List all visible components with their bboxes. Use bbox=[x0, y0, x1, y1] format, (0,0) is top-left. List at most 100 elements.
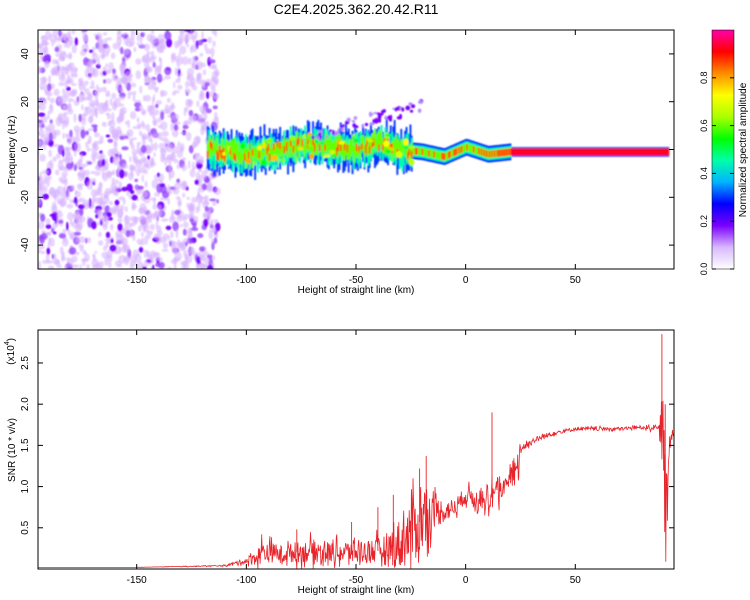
track-cell bbox=[571, 148, 574, 156]
noise-blob bbox=[198, 93, 203, 101]
track-cell bbox=[563, 148, 566, 156]
noise-blob bbox=[190, 44, 198, 53]
noise-blob bbox=[84, 106, 89, 110]
noise-blob bbox=[88, 73, 92, 80]
colorbar-tick-label: 0.6 bbox=[699, 119, 709, 132]
noise-blob bbox=[104, 78, 113, 84]
noise-blob bbox=[58, 30, 62, 37]
noise-blob bbox=[69, 199, 74, 204]
noise-blob bbox=[183, 107, 187, 117]
track-cell bbox=[396, 139, 399, 152]
track-cell bbox=[268, 138, 271, 158]
track-cell bbox=[360, 143, 363, 151]
track-cell bbox=[233, 138, 236, 156]
noise-blob bbox=[90, 80, 95, 88]
noise-blob bbox=[207, 254, 213, 259]
spectrogram-panel: -150 -100 -50 0 50 -40 -20 0 20 40 Height of str… bbox=[7, 29, 675, 296]
track-cell bbox=[360, 135, 363, 149]
colorbar-label: Normalized spectral amplitude bbox=[738, 82, 749, 217]
noise-blob bbox=[56, 212, 64, 218]
track-cell bbox=[652, 148, 655, 156]
track-cell bbox=[410, 151, 413, 159]
track-cell bbox=[492, 150, 495, 158]
track-cell bbox=[209, 137, 212, 159]
track-cell bbox=[651, 148, 654, 156]
noise-blob bbox=[61, 67, 68, 71]
noise-blob bbox=[71, 44, 77, 54]
noise-blob bbox=[191, 84, 198, 91]
noise-blob bbox=[213, 78, 219, 86]
track-cell bbox=[506, 148, 509, 156]
noise-blob bbox=[101, 86, 107, 93]
track-cell bbox=[541, 148, 543, 156]
noise-blob bbox=[164, 66, 172, 76]
track-blob bbox=[229, 140, 236, 147]
noise-blob bbox=[173, 187, 176, 193]
snr-y-label: SNR (10 * v/v) bbox=[7, 418, 18, 482]
noise-blob bbox=[66, 221, 69, 231]
track-cell bbox=[635, 148, 638, 156]
noise-blob bbox=[59, 246, 64, 255]
track-cell bbox=[451, 149, 454, 157]
track-blob bbox=[395, 151, 403, 158]
track-cell bbox=[631, 148, 634, 156]
noise-blob bbox=[186, 67, 194, 78]
noise-blob bbox=[69, 129, 73, 138]
track-cell bbox=[591, 148, 593, 156]
track-blob bbox=[245, 158, 252, 164]
noise-blob bbox=[98, 181, 102, 191]
noise-blob bbox=[38, 239, 41, 244]
noise-blob bbox=[73, 100, 80, 106]
track-cell bbox=[224, 153, 226, 162]
y-tick-label: 1.0 bbox=[20, 479, 31, 493]
noise-blob bbox=[112, 155, 120, 166]
track-blob bbox=[338, 141, 345, 145]
noise-blob bbox=[107, 254, 113, 263]
noise-blob bbox=[177, 84, 183, 90]
noise-blob bbox=[138, 130, 143, 137]
noise-blob bbox=[182, 192, 186, 198]
track-cell bbox=[333, 139, 336, 160]
track-cell bbox=[433, 150, 436, 158]
track-cell bbox=[555, 148, 558, 156]
noise-blob bbox=[67, 30, 71, 39]
track-streak bbox=[392, 107, 395, 111]
track-cell bbox=[325, 133, 328, 152]
noise-blob bbox=[139, 35, 143, 44]
noise-blob bbox=[73, 148, 77, 157]
track-cell bbox=[459, 146, 462, 154]
noise-blob bbox=[78, 81, 85, 92]
track-blob bbox=[314, 139, 319, 145]
track-cell bbox=[242, 143, 245, 161]
noise-blob bbox=[108, 108, 112, 112]
noise-blob bbox=[210, 82, 214, 91]
track-blob bbox=[366, 137, 372, 142]
track-cell bbox=[596, 148, 599, 156]
noise-blob bbox=[199, 155, 204, 165]
track-cell bbox=[585, 148, 588, 156]
noise-blob bbox=[61, 35, 67, 41]
noise-blob bbox=[127, 171, 134, 181]
noise-blob bbox=[92, 177, 97, 184]
noise-blob bbox=[125, 229, 131, 238]
noise-blob bbox=[214, 233, 219, 239]
noise-blob bbox=[97, 221, 100, 226]
noise-blob bbox=[38, 139, 43, 149]
noise-blob bbox=[131, 194, 138, 201]
track-cell bbox=[443, 153, 446, 161]
noise-blob bbox=[45, 136, 49, 145]
track-blob bbox=[307, 143, 312, 148]
track-cell bbox=[470, 144, 472, 153]
track-cell bbox=[604, 148, 607, 156]
noise-blob bbox=[101, 122, 105, 127]
track-cell bbox=[408, 148, 411, 156]
track-cell bbox=[450, 150, 453, 158]
track-blob bbox=[323, 154, 331, 158]
track-cell bbox=[447, 151, 450, 159]
track-cell bbox=[550, 148, 553, 156]
noise-blob bbox=[62, 149, 65, 158]
noise-blob bbox=[142, 266, 147, 269]
track-blob bbox=[240, 142, 246, 150]
track-cell bbox=[612, 148, 615, 156]
noise-blob bbox=[48, 190, 52, 195]
